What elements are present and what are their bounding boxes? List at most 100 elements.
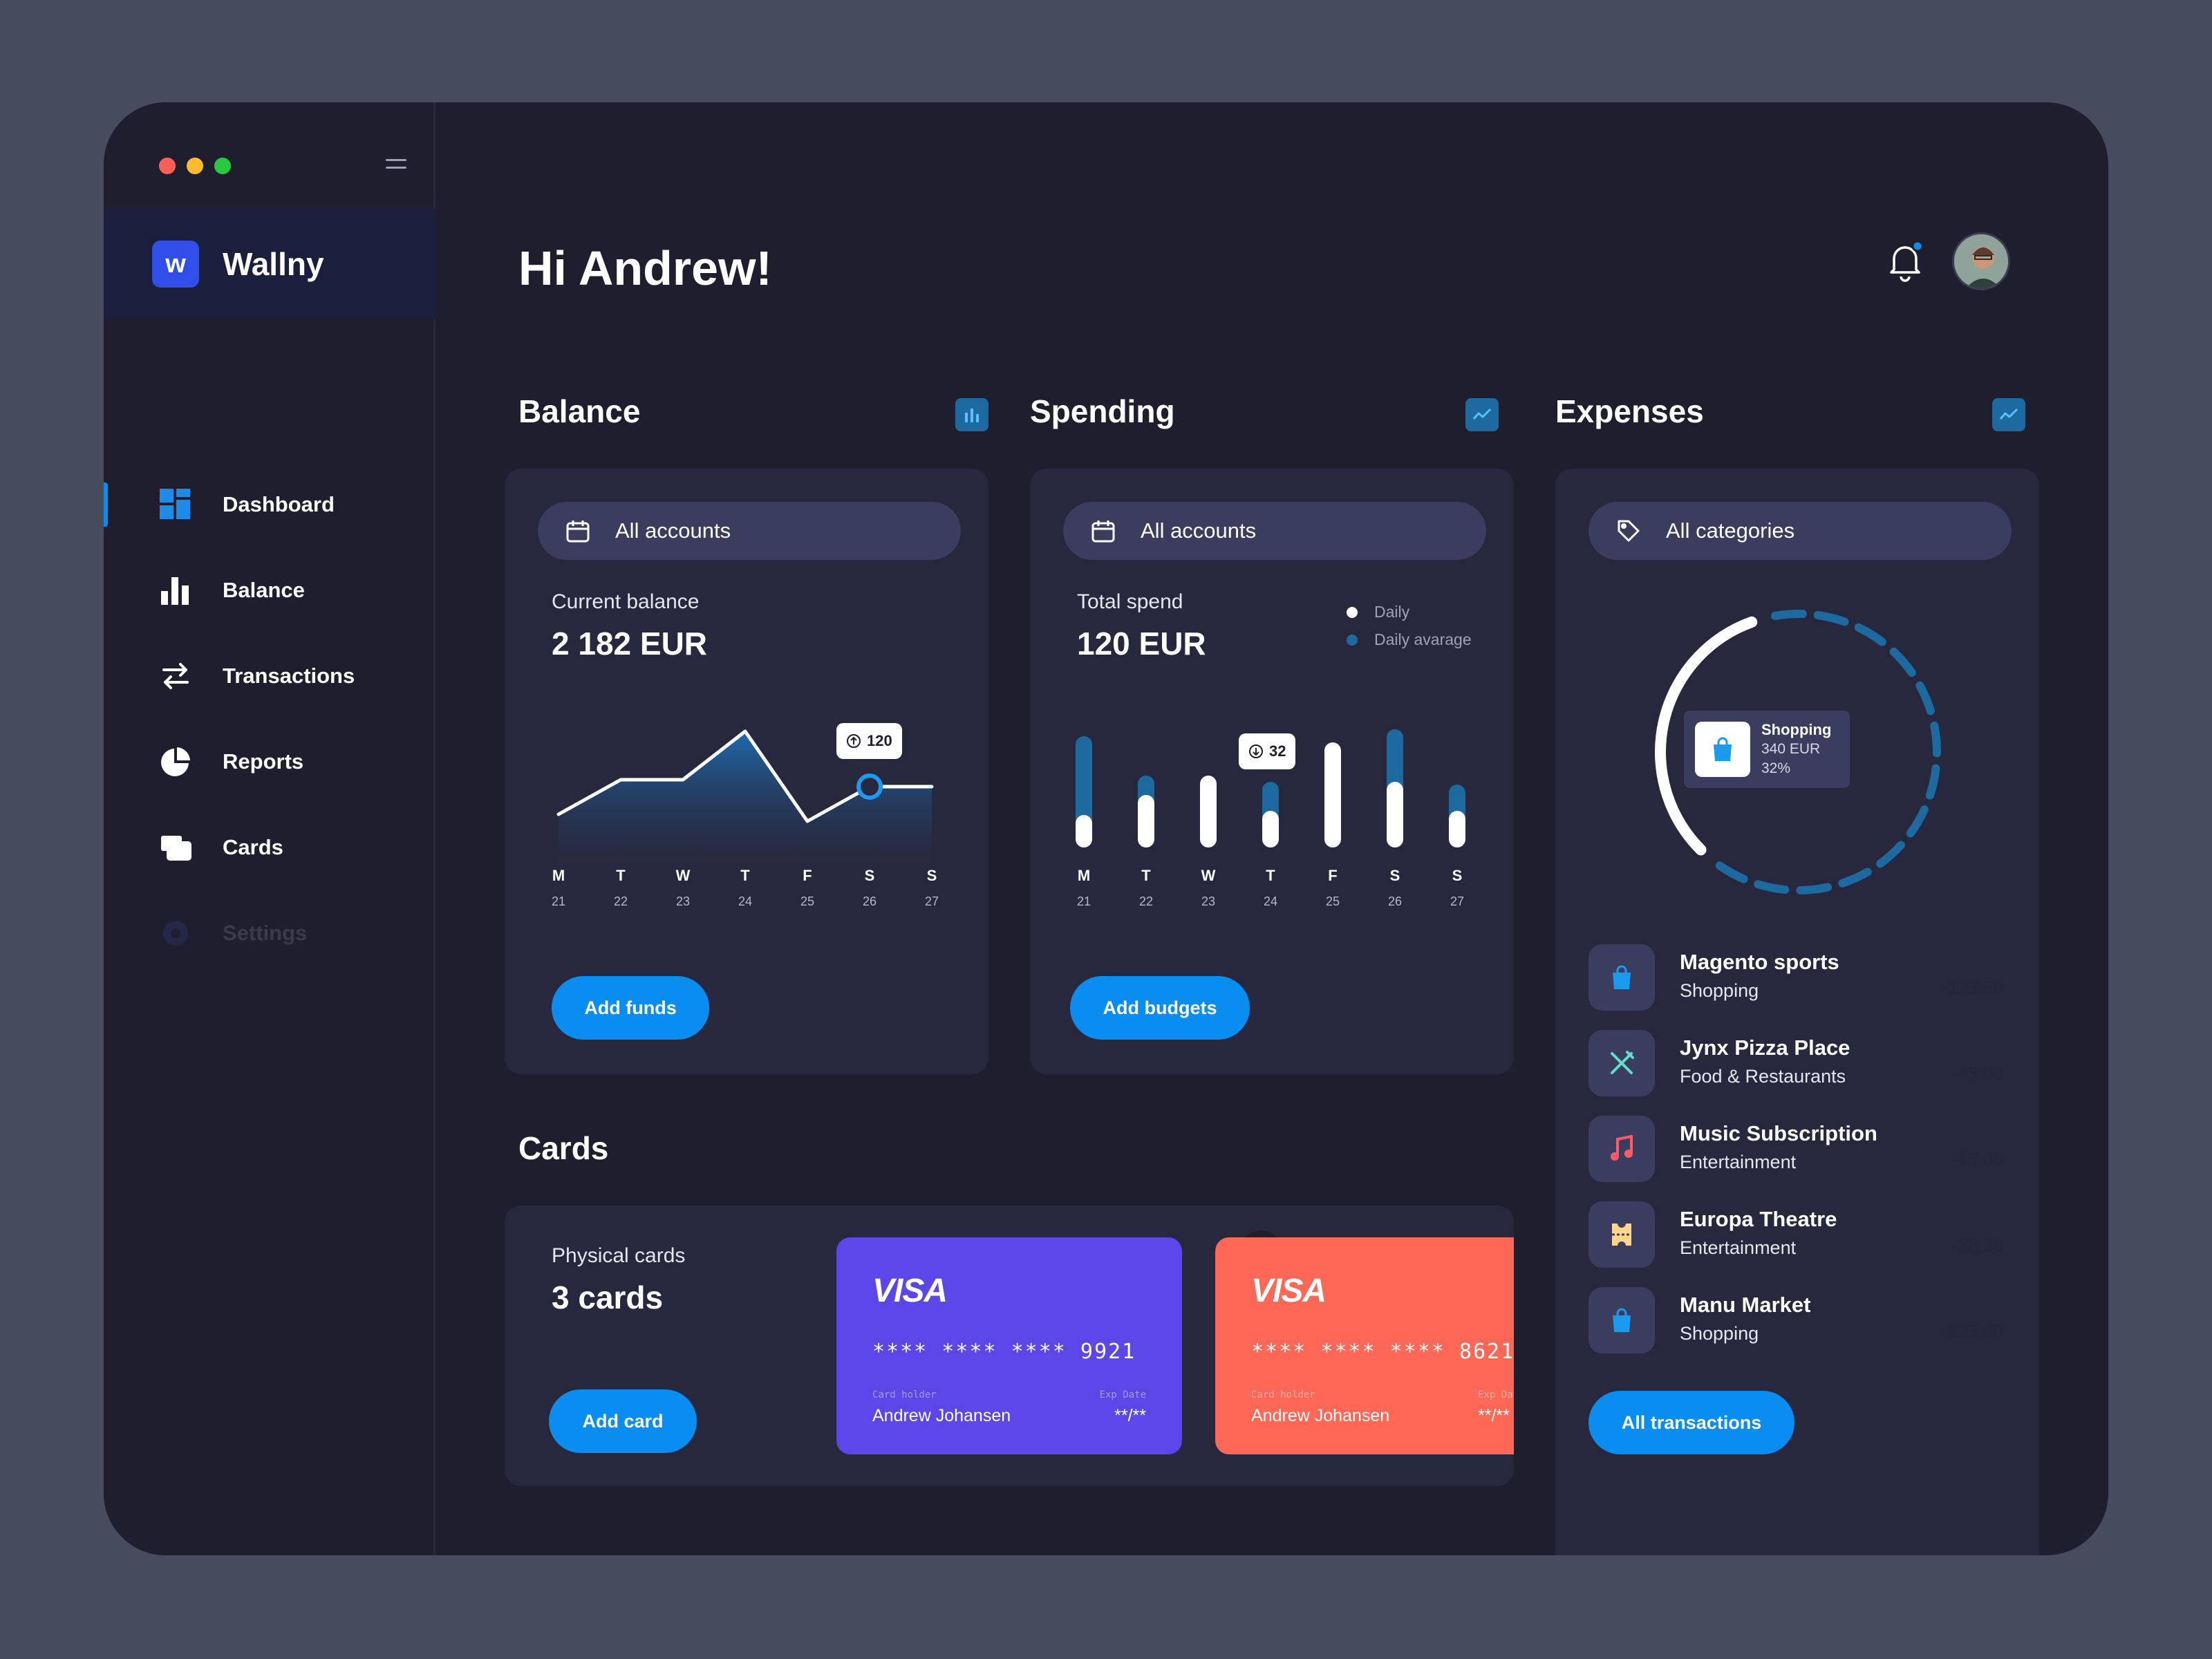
current-balance-value: 2 182 EUR <box>552 626 708 662</box>
balance-area <box>559 731 932 877</box>
avatar[interactable] <box>1952 232 2010 290</box>
expense-amount: -125.50 <box>1942 977 2003 998</box>
bar-chart-toggle-icon[interactable] <box>955 398 988 431</box>
maximize-window-dot[interactable] <box>214 158 231 174</box>
card-holder-name: Andrew Johansen <box>1251 1406 1390 1425</box>
sidebar-item-label: Settings <box>223 921 308 945</box>
arrows-icon <box>159 659 192 693</box>
balance-highlight-point[interactable] <box>856 774 883 800</box>
sidebar-item-dashboard[interactable]: Dashboard <box>104 462 435 547</box>
spending-account-filter[interactable]: All accounts <box>1063 502 1486 560</box>
filter-label: All categories <box>1666 518 1795 543</box>
bar-daily[interactable] <box>1262 810 1279 847</box>
expense-name: Manu Market <box>1680 1293 1811 1317</box>
sidebar-item-label: Dashboard <box>223 492 335 516</box>
day-number: 25 <box>1325 894 1340 908</box>
credit-card-8621[interactable]: VISA **** **** **** 8621 Card holder And… <box>1215 1237 1514 1454</box>
add-card-button[interactable]: Add card <box>549 1389 697 1453</box>
day-number: 27 <box>924 894 939 908</box>
sidebar-item-cards[interactable]: Cards <box>104 805 435 890</box>
menu-toggle-icon[interactable] <box>386 159 406 176</box>
page-title: Hi Andrew! <box>518 241 772 295</box>
day-number: 22 <box>1138 894 1154 908</box>
expense-amount: -38.20 <box>1952 1235 2003 1255</box>
list-item[interactable]: Jynx Pizza Place Food & Restaurants -45.… <box>1588 1030 2003 1099</box>
card-holder-label: Card holder <box>1251 1389 1315 1400</box>
minimize-window-dot[interactable] <box>187 158 203 174</box>
current-balance-label: Current balance <box>552 590 700 613</box>
expenses-title: Expenses <box>1555 393 1704 429</box>
bar-daily[interactable] <box>1076 814 1092 847</box>
expense-amount: -15.00 <box>1952 1149 2003 1170</box>
day-number: 24 <box>1263 894 1278 908</box>
arrow-down-circle-icon <box>1249 744 1263 758</box>
bar-daily[interactable] <box>1138 795 1154 847</box>
bar-daily[interactable] <box>1324 742 1341 847</box>
day-number: 26 <box>1387 894 1403 908</box>
credit-card-9921[interactable]: VISA **** **** **** 9921 Card holder And… <box>836 1237 1182 1454</box>
app-window: w Wallny Dashboard Balance Transactio <box>104 102 2108 1555</box>
sidebar-nav: Dashboard Balance Transactions Reports <box>104 462 435 976</box>
sidebar-item-settings[interactable]: Settings <box>104 890 435 976</box>
donut-slice-shopping[interactable] <box>1655 616 1758 856</box>
calendar-icon <box>565 517 593 545</box>
list-item[interactable]: Europa Theatre Entertainment -38.20 <box>1588 1201 2003 1271</box>
bar-daily[interactable] <box>1200 775 1217 847</box>
day-number: 25 <box>800 894 815 908</box>
card-holder-name: Andrew Johansen <box>872 1406 1011 1425</box>
spending-title: Spending <box>1030 393 1175 429</box>
day-letter: T <box>740 867 750 884</box>
category-filter[interactable]: All categories <box>1588 502 2012 560</box>
visa-logo: VISA <box>1251 1273 1327 1309</box>
exp-date-label: Exp Date <box>1099 1389 1146 1400</box>
window-controls <box>159 158 231 174</box>
trend-toggle-icon[interactable] <box>1992 398 2025 431</box>
balance-title: Balance <box>518 393 641 429</box>
filter-label: All accounts <box>615 518 731 543</box>
legend-daily: Daily <box>1347 603 1409 621</box>
expense-category: Food & Restaurants <box>1680 1066 1846 1087</box>
day-letter: S <box>1389 867 1400 884</box>
bar-daily[interactable] <box>1387 782 1403 847</box>
sidebar-item-label: Transactions <box>223 664 355 688</box>
close-window-dot[interactable] <box>159 158 176 174</box>
donut-slice-other[interactable] <box>1715 610 1941 894</box>
sidebar-item-balance[interactable]: Balance <box>104 547 435 633</box>
calendar-icon <box>1091 517 1118 545</box>
all-transactions-button[interactable]: All transactions <box>1588 1391 1794 1454</box>
sidebar-item-reports[interactable]: Reports <box>104 719 435 805</box>
sidebar-item-transactions[interactable]: Transactions <box>104 633 435 719</box>
brand[interactable]: w Wallny <box>104 209 435 319</box>
total-spend-value: 120 EUR <box>1077 626 1206 662</box>
exp-date-value: **/** <box>1114 1406 1146 1425</box>
add-budgets-button[interactable]: Add budgets <box>1070 976 1250 1040</box>
trend-toggle-icon[interactable] <box>1465 398 1499 431</box>
day-number: 26 <box>862 894 877 908</box>
day-number: 21 <box>1076 894 1091 908</box>
expenses-panel: All categories Shopping 340 EUR 32% Mage… <box>1555 469 2039 1555</box>
ticket-icon <box>1588 1201 1655 1268</box>
day-letter: T <box>1266 867 1275 884</box>
list-item[interactable]: Music Subscription Entertainment -15.00 <box>1588 1116 2003 1185</box>
bar-daily[interactable] <box>1449 810 1465 847</box>
notification-bell-icon[interactable] <box>1887 240 1924 282</box>
sidebar: w Wallny Dashboard Balance Transactio <box>104 102 435 1555</box>
card-number: **** **** **** 8621 <box>1251 1340 1514 1364</box>
sidebar-item-label: Cards <box>223 835 283 859</box>
list-item[interactable]: Manu Market Shopping -225.00 <box>1588 1287 2003 1356</box>
day-number: 22 <box>613 894 628 908</box>
music-note-icon <box>1588 1116 1655 1182</box>
expenses-donut-chart <box>1655 610 1941 894</box>
balance-account-filter[interactable]: All accounts <box>538 502 961 560</box>
tooltip-amount: 340 EUR <box>1761 741 1821 757</box>
list-item[interactable]: Magento sports Shopping -125.50 <box>1588 944 2003 1013</box>
card-holder-label: Card holder <box>872 1389 937 1400</box>
tag-icon <box>1616 517 1644 545</box>
expense-amount: -45.00 <box>1952 1063 2003 1084</box>
shopping-bag-icon <box>1588 1287 1655 1353</box>
exp-date-value: **/** <box>1478 1406 1510 1425</box>
dashboard-icon <box>159 488 192 521</box>
arrow-up-circle-icon <box>847 734 861 748</box>
add-funds-button[interactable]: Add funds <box>552 976 709 1040</box>
tooltip-percent: 32% <box>1761 760 1791 776</box>
